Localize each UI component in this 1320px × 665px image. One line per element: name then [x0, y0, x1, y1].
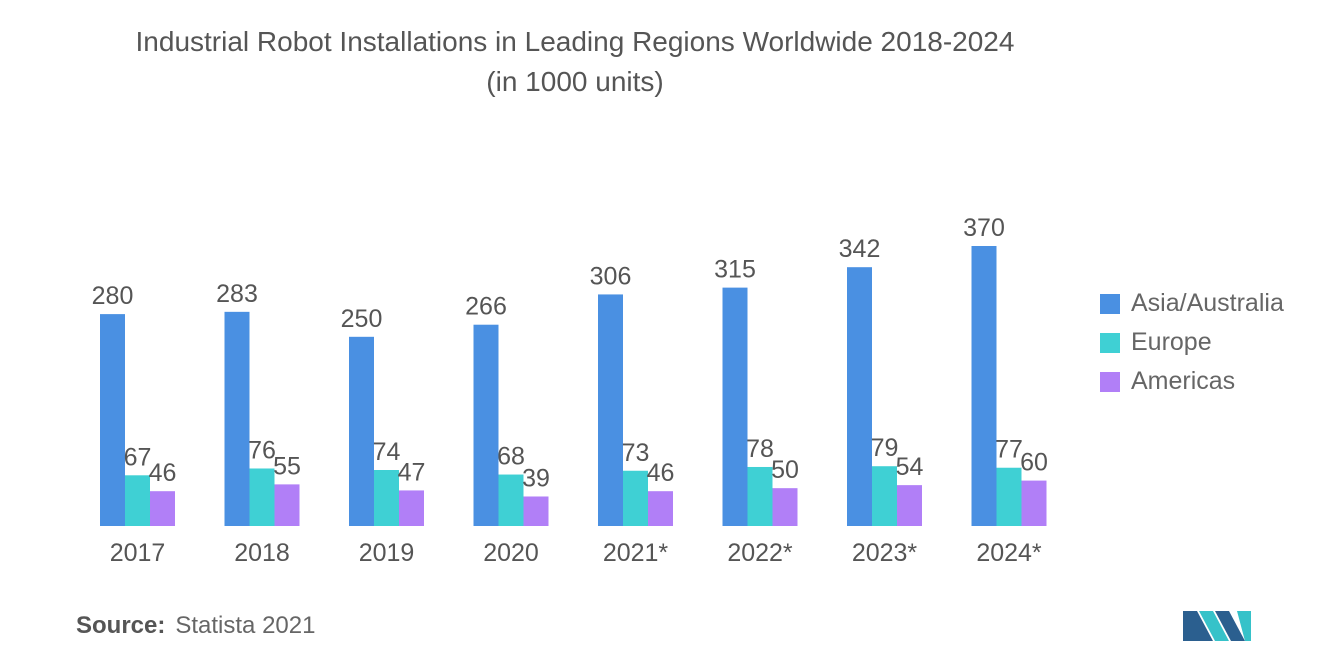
- bar-europe-2020: [498, 474, 524, 526]
- legend-label-europe: Europe: [1131, 328, 1212, 356]
- data-label-europe-2020: 68: [497, 443, 525, 471]
- x-tick-label-2023: 2023*: [852, 539, 918, 567]
- data-label-americas-2022: 50: [771, 456, 799, 484]
- data-label-europe-2017: 67: [124, 443, 152, 471]
- bar-europe-2024: [996, 467, 1022, 526]
- data-label-americas-2019: 47: [398, 458, 426, 486]
- data-label-europe-2021: 73: [622, 439, 650, 467]
- data-label-europe-2018: 76: [248, 436, 276, 464]
- bar-americas-2024: [1021, 480, 1047, 526]
- bar-americas-2021: [648, 491, 673, 526]
- legend-swatch-asia: [1100, 293, 1120, 314]
- bar-asia-australia-2019: [349, 336, 374, 526]
- bar-americas-2023: [897, 485, 922, 526]
- data-label-europe-2024: 77: [995, 436, 1023, 464]
- legend-item-asia: Asia/Australia: [1100, 284, 1284, 323]
- data-label-europe-2019: 74: [373, 438, 401, 466]
- bar-asia-australia-2021: [598, 294, 623, 526]
- legend-item-americas: Americas: [1100, 362, 1284, 401]
- legend-swatch-europe: [1100, 332, 1120, 353]
- bar-chart: 2806746201728376552018250744720192666839…: [92, 214, 1048, 567]
- x-tick-label-2018: 2018: [234, 539, 290, 567]
- bar-europe-2019: [374, 470, 399, 526]
- bar-asia-australia-2023: [847, 267, 872, 526]
- data-label-asia-australia-2018: 283: [216, 280, 258, 308]
- bar-europe-2022: [747, 466, 773, 526]
- bar-americas-2022: [772, 488, 798, 526]
- legend-label-asia: Asia/Australia: [1131, 289, 1284, 317]
- bar-americas-2020: [523, 496, 549, 526]
- bar-asia-australia-2022: [722, 287, 748, 526]
- source-label: Source:: [76, 612, 166, 639]
- data-label-americas-2017: 46: [149, 459, 177, 487]
- bar-europe-2018: [249, 468, 275, 526]
- bar-asia-australia-2024: [971, 246, 997, 526]
- x-tick-label-2021: 2021*: [603, 539, 669, 567]
- chart-subtitle: (in 1000 units): [486, 66, 664, 97]
- data-label-asia-australia-2020: 266: [465, 293, 507, 321]
- bar-asia-australia-2020: [473, 324, 499, 526]
- legend-swatch-americas: [1100, 371, 1120, 392]
- data-label-americas-2024: 60: [1020, 449, 1048, 477]
- bar-asia-australia-2018: [224, 311, 250, 526]
- x-tick-label-2019: 2019: [359, 539, 415, 567]
- data-label-asia-australia-2017: 280: [92, 282, 134, 310]
- source-note: Source: Statista 2021: [76, 612, 315, 640]
- data-label-americas-2021: 46: [647, 459, 675, 487]
- bar-americas-2017: [150, 491, 175, 526]
- legend-item-europe: Europe: [1100, 323, 1284, 362]
- data-label-asia-australia-2021: 306: [590, 262, 632, 290]
- data-label-americas-2018: 55: [273, 452, 301, 480]
- x-tick-label-2017: 2017: [110, 539, 166, 567]
- data-label-asia-australia-2019: 250: [341, 305, 383, 333]
- x-tick-label-2020: 2020: [483, 539, 539, 567]
- data-label-asia-australia-2023: 342: [839, 235, 881, 263]
- data-label-americas-2023: 54: [896, 453, 924, 481]
- chart-title: Industrial Robot Installations in Leadin…: [135, 26, 1015, 57]
- x-tick-label-2022: 2022*: [727, 539, 793, 567]
- bar-americas-2018: [274, 484, 300, 526]
- legend-label-americas: Americas: [1131, 367, 1236, 395]
- data-label-americas-2020: 39: [522, 464, 550, 492]
- bar-americas-2019: [399, 490, 424, 526]
- data-label-asia-australia-2022: 315: [714, 256, 756, 284]
- data-label-europe-2023: 79: [871, 434, 899, 462]
- x-tick-label-2024: 2024*: [976, 539, 1042, 567]
- bar-asia-australia-2017: [100, 314, 125, 526]
- bar-europe-2021: [623, 470, 648, 526]
- source-text: Statista 2021: [175, 612, 316, 639]
- data-label-europe-2022: 78: [746, 435, 774, 463]
- bar-europe-2017: [125, 475, 150, 526]
- data-label-asia-australia-2024: 370: [963, 214, 1005, 242]
- brand-logo-icon: [1183, 611, 1251, 641]
- bar-europe-2023: [872, 466, 897, 526]
- legend: Asia/Australia Europe Americas: [1100, 284, 1284, 401]
